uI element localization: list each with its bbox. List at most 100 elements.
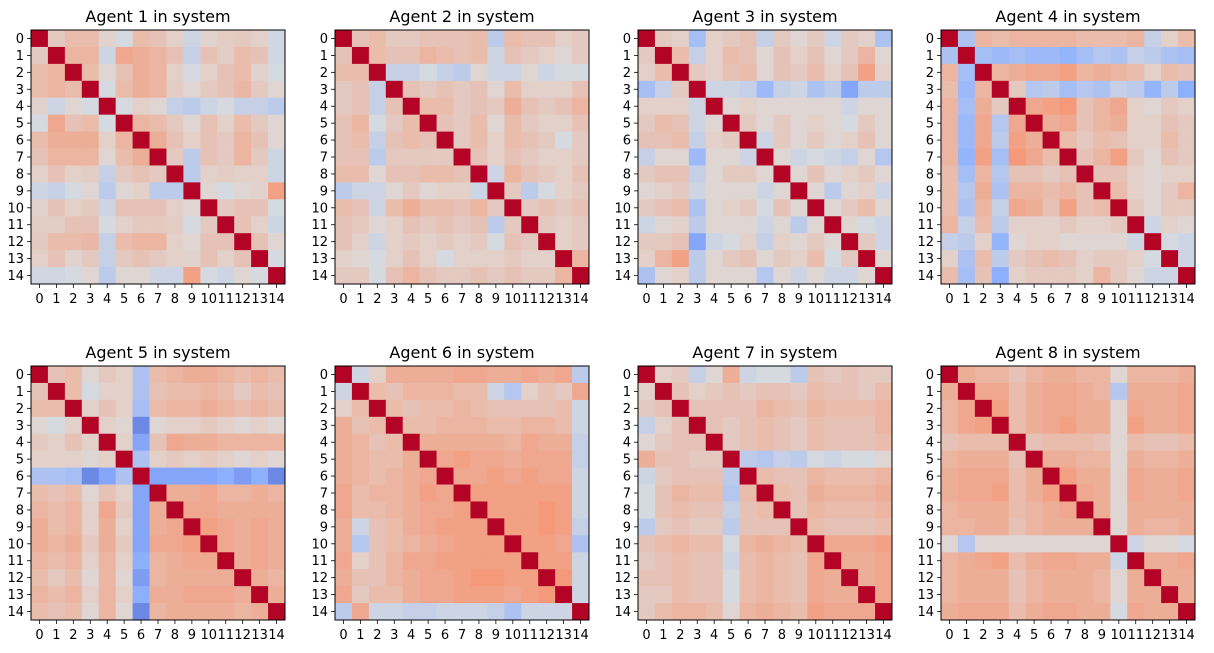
heatmap-cell: [538, 233, 556, 251]
heatmap-cell: [638, 382, 656, 401]
heatmap-cell: [268, 30, 286, 48]
heatmap-cell: [149, 450, 167, 468]
heatmap-cell: [200, 518, 218, 536]
heatmap-cell: [555, 80, 573, 99]
x-tick-label: 4: [407, 628, 415, 643]
heatmap-cell: [251, 46, 269, 65]
heatmap-cell: [1093, 63, 1111, 82]
heatmap-cell: [671, 484, 690, 502]
heatmap-cell: [824, 586, 842, 604]
heatmap-cell: [402, 63, 421, 82]
heatmap-cell: [1161, 433, 1179, 452]
heatmap-cell: [1127, 586, 1145, 604]
heatmap-cell: [504, 467, 522, 485]
heatmap-cell: [149, 382, 167, 401]
heatmap-cell: [1144, 182, 1162, 200]
heatmap-cell: [538, 484, 556, 502]
y-tick-label: 3: [926, 83, 934, 98]
x-tick-label: 13: [555, 292, 572, 307]
heatmap-cell: [487, 114, 505, 132]
heatmap-cell: [572, 182, 590, 200]
heatmap-cell: [166, 216, 184, 234]
heatmap-cell: [974, 501, 993, 519]
heatmap-cell: [1042, 552, 1060, 570]
y-tick-label: 0: [623, 32, 631, 47]
heatmap-cell: [1144, 603, 1162, 621]
heatmap-cell: [166, 97, 184, 116]
heatmap-cell: [402, 433, 421, 452]
heatmap-cell: [1127, 366, 1145, 384]
y-tick-label: 2: [623, 402, 631, 417]
heatmap-cell: [671, 114, 690, 132]
heatmap-cell: [858, 97, 876, 116]
x-tick-label: 0: [339, 628, 347, 643]
heatmap-cell: [841, 552, 859, 570]
heatmap-cell: [200, 250, 218, 268]
heatmap-cell: [149, 518, 167, 536]
heatmap-cell: [790, 569, 808, 587]
heatmap-cell: [200, 552, 218, 570]
y-tick-label: 12: [614, 571, 631, 586]
heatmap-cell: [841, 114, 859, 132]
heatmap-cell: [1161, 216, 1179, 234]
heatmap-cell: [638, 30, 656, 48]
heatmap-cell: [453, 535, 471, 553]
heatmap-cell: [638, 484, 656, 502]
heatmap-cell: [1042, 148, 1060, 166]
heatmap-cell: [1144, 97, 1162, 116]
heatmap-cell: [638, 603, 656, 621]
heatmap-cell: [1093, 131, 1111, 149]
heatmap-cell: [875, 603, 893, 621]
heatmap-cell: [739, 535, 757, 553]
heatmap-cell: [974, 586, 993, 604]
heatmap-cell: [1008, 267, 1027, 285]
heatmap-cell: [234, 399, 252, 418]
heatmap-cell: [521, 501, 539, 519]
heatmap-cell: [841, 501, 859, 519]
heatmap-cell: [1042, 603, 1060, 621]
heatmap-cell: [504, 518, 522, 536]
heatmap-cell: [335, 569, 353, 587]
heatmap-cell: [217, 30, 235, 48]
heatmap-cell: [824, 182, 842, 200]
heatmap-cell: [974, 467, 993, 485]
heatmap-cell: [1127, 416, 1145, 435]
heatmap-cell: [790, 199, 808, 217]
x-tick-label: 1: [52, 628, 60, 643]
heatmap-cell: [739, 450, 757, 468]
heatmap-cell: [1025, 114, 1043, 132]
heatmap-cell: [200, 366, 218, 384]
y-tick-label: 8: [926, 167, 934, 182]
heatmap-cell: [1110, 199, 1128, 217]
heatmap-cell: [402, 501, 421, 519]
heatmap-cell: [555, 467, 573, 485]
heatmap-cell: [335, 233, 353, 251]
heatmap-cell: [183, 148, 201, 166]
heatmap-cell: [790, 131, 808, 149]
heatmap-cell: [538, 366, 556, 384]
x-tick-label: 0: [339, 292, 347, 307]
y-tick-label: 13: [7, 252, 24, 267]
heatmap-cell: [521, 433, 539, 452]
heatmap-cell: [654, 382, 673, 401]
heatmap-cell: [841, 467, 859, 485]
heatmap-cell: [487, 148, 505, 166]
heatmap-cell: [722, 267, 740, 285]
heatmap-cell: [790, 399, 808, 418]
heatmap-cell: [957, 484, 976, 502]
heatmap-cell: [1093, 182, 1111, 200]
heatmap-cell: [402, 80, 421, 99]
heatmap-cell: [453, 603, 471, 621]
heatmap-cell: [487, 233, 505, 251]
heatmap-cell: [941, 46, 959, 65]
heatmap-cell: [98, 484, 117, 502]
y-tick-label: 10: [917, 201, 934, 216]
y-tick-label: 0: [16, 368, 24, 383]
heatmap-cell: [200, 114, 218, 132]
heatmap-cell: [858, 165, 876, 183]
heatmap-cell: [1042, 199, 1060, 217]
heatmap-cell: [807, 165, 825, 183]
heatmap-cell: [1161, 233, 1179, 251]
heatmap-cell: [351, 552, 370, 570]
heatmap-cell: [824, 433, 842, 452]
